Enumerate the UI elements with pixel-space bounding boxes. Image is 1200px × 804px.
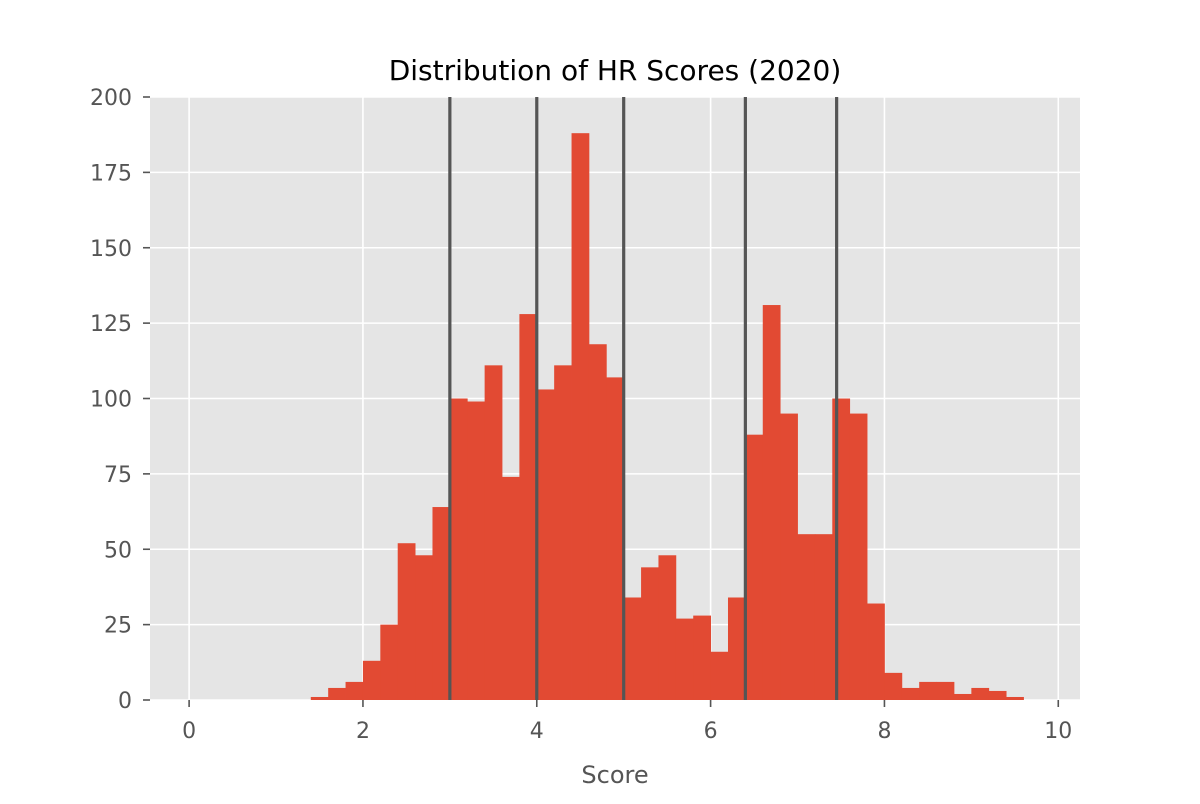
histogram-bar	[554, 365, 572, 700]
x-tick-label: 0	[182, 719, 196, 744]
histogram-bar	[988, 690, 1007, 700]
y-tick-label: 100	[90, 388, 132, 413]
histogram-bar	[449, 398, 468, 700]
y-tick-label: 25	[104, 614, 132, 639]
histogram-bar	[797, 534, 816, 700]
reference-lines	[448, 97, 839, 700]
histogram-bar	[867, 603, 885, 700]
y-tick-label: 50	[104, 538, 132, 563]
histogram-bar	[727, 597, 746, 700]
histogram-bar	[536, 389, 555, 700]
histogram-bar	[519, 314, 538, 700]
histogram-bar	[780, 413, 798, 700]
histogram-bar	[936, 681, 955, 700]
y-tick-label: 75	[104, 463, 132, 488]
x-tick-label: 6	[704, 719, 718, 744]
histogram-bar	[849, 413, 868, 700]
chart-title: Distribution of HR Scores (2020)	[389, 54, 842, 87]
histogram-bar	[415, 555, 433, 700]
x-axis-label: Score	[581, 761, 648, 789]
histogram-bar	[606, 377, 625, 700]
histogram-bar	[588, 344, 607, 700]
histogram-bar	[693, 615, 712, 700]
histogram-bar	[484, 365, 503, 700]
histogram-bar	[397, 543, 416, 700]
y-tick-label: 175	[90, 161, 132, 186]
histogram-bar	[310, 696, 329, 700]
y-tick-label: 150	[90, 237, 132, 262]
histogram-bar	[345, 681, 364, 700]
histogram-bar	[467, 401, 486, 700]
histogram-bar	[658, 555, 677, 700]
histogram-bar	[814, 534, 833, 700]
histogram-bar	[571, 133, 590, 700]
x-tick-label: 10	[1044, 719, 1072, 744]
histogram-bar	[762, 305, 781, 700]
histogram-bar	[432, 507, 451, 700]
x-tick-label: 2	[356, 719, 370, 744]
y-tick-label: 0	[118, 689, 132, 714]
histogram-bar	[953, 693, 972, 700]
histogram-bar	[362, 660, 381, 700]
histogram-bar	[971, 687, 990, 700]
x-tick-label: 4	[530, 719, 544, 744]
histogram-bar	[380, 624, 399, 700]
histogram-bar	[623, 597, 642, 700]
histogram-bar	[884, 672, 903, 700]
histogram-bar	[502, 476, 520, 700]
histogram-bar	[710, 651, 729, 700]
histogram-bar	[832, 398, 851, 700]
histogram-bar	[919, 681, 937, 700]
y-tick-label: 200	[90, 86, 132, 111]
histogram-bar	[328, 687, 346, 700]
y-tick-label: 125	[90, 312, 132, 337]
histogram-bar	[745, 434, 764, 700]
x-tick-label: 8	[877, 719, 891, 744]
histogram-bar	[675, 618, 694, 700]
histogram-bar	[901, 687, 920, 700]
histogram-bar	[1006, 696, 1024, 700]
histogram-bar	[641, 567, 659, 700]
histogram-bars	[310, 133, 1024, 700]
